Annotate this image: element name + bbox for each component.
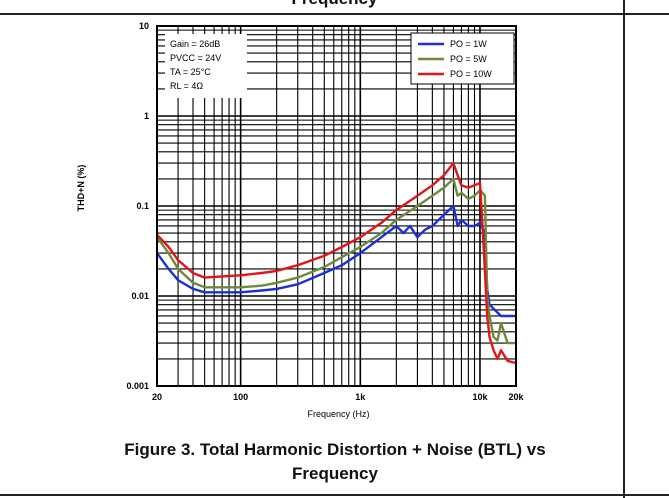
legend: PO = 1W PO = 5W PO = 10W: [410, 32, 515, 85]
x-axis-label: Frequency (Hz): [307, 409, 369, 419]
test-conditions-box: Gain = 26dB PVCC = 24V TA = 25°C RL = 4Ω: [165, 34, 247, 98]
x-tick-label: 20: [152, 392, 162, 402]
y-tick-label: 0.001: [126, 381, 149, 391]
figure-caption-line-1: Figure 3. Total Harmonic Distortion + No…: [124, 440, 546, 459]
series-line-3: [156, 161, 517, 365]
x-tick-label: 20k: [508, 392, 524, 402]
legend-label: PO = 5W: [450, 54, 487, 64]
condition-text: TA = 25°C: [170, 67, 211, 77]
x-tick-label: 1k: [355, 392, 366, 402]
y-axis-label-text: THD+N (%): [76, 165, 86, 212]
y-tick-label: 10: [139, 21, 149, 31]
x-tick-label: 10k: [472, 392, 488, 402]
conditions-background: [165, 34, 247, 98]
bottom-table-rule: [0, 494, 669, 496]
condition-text: Gain = 26dB: [170, 39, 220, 49]
x-tick-label: 100: [233, 392, 248, 402]
series-line-2: [156, 177, 516, 345]
y-axis-label: THD+N (%): [74, 158, 92, 218]
y-tick-label: 0.1: [136, 201, 149, 211]
plot-frame: [156, 25, 517, 387]
series-line-1: [156, 204, 516, 318]
y-tick-label: 0.01: [131, 291, 149, 301]
y-tick-label: 1: [144, 111, 149, 121]
figure-caption-line-2: Frequency: [292, 464, 378, 483]
tick-labels: 20 100 1k 10k 20k 10 1 0.1 0.01 0.001: [126, 21, 524, 402]
condition-text: RL = 4Ω: [170, 81, 203, 91]
previous-figure-caption-fragment: Frequency: [0, 0, 669, 9]
top-table-rule: [0, 13, 669, 15]
legend-label: PO = 1W: [450, 39, 487, 49]
condition-text: PVCC = 24V: [170, 53, 221, 63]
right-table-rule: [623, 0, 625, 498]
data-series: [156, 161, 517, 365]
legend-label: PO = 10W: [450, 69, 492, 79]
figure-caption: Figure 3. Total Harmonic Distortion + No…: [40, 438, 630, 486]
